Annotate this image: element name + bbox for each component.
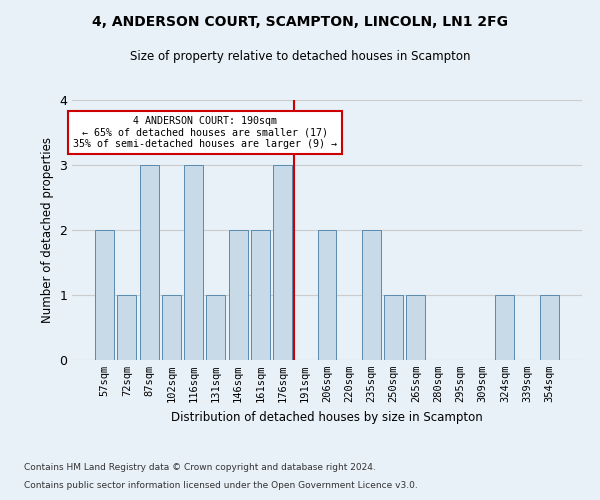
Bar xyxy=(251,230,270,360)
Bar xyxy=(273,165,292,360)
Bar xyxy=(184,165,203,360)
Text: Contains HM Land Registry data © Crown copyright and database right 2024.: Contains HM Land Registry data © Crown c… xyxy=(24,464,376,472)
Y-axis label: Number of detached properties: Number of detached properties xyxy=(41,137,53,323)
Bar xyxy=(540,295,559,360)
Bar xyxy=(384,295,403,360)
Text: Contains public sector information licensed under the Open Government Licence v3: Contains public sector information licen… xyxy=(24,481,418,490)
Bar xyxy=(206,295,225,360)
Bar xyxy=(140,165,158,360)
Bar xyxy=(162,295,181,360)
Bar xyxy=(317,230,337,360)
X-axis label: Distribution of detached houses by size in Scampton: Distribution of detached houses by size … xyxy=(171,410,483,424)
Bar xyxy=(229,230,248,360)
Text: Size of property relative to detached houses in Scampton: Size of property relative to detached ho… xyxy=(130,50,470,63)
Text: 4, ANDERSON COURT, SCAMPTON, LINCOLN, LN1 2FG: 4, ANDERSON COURT, SCAMPTON, LINCOLN, LN… xyxy=(92,15,508,29)
Bar xyxy=(118,295,136,360)
Bar xyxy=(406,295,425,360)
Bar xyxy=(95,230,114,360)
Text: 4 ANDERSON COURT: 190sqm
← 65% of detached houses are smaller (17)
35% of semi-d: 4 ANDERSON COURT: 190sqm ← 65% of detach… xyxy=(73,116,337,150)
Bar xyxy=(496,295,514,360)
Bar xyxy=(362,230,381,360)
